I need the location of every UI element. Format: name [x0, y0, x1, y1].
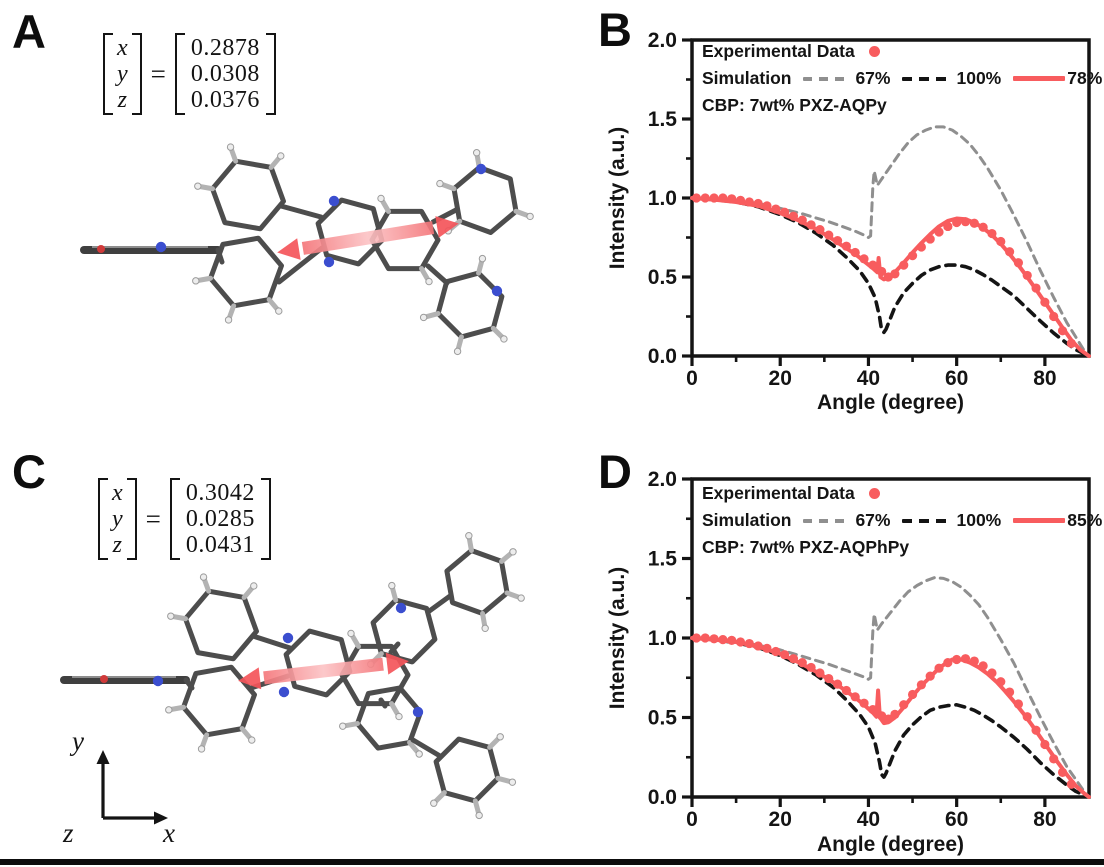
svg-text:0.0: 0.0 [648, 345, 677, 368]
svg-text:0: 0 [686, 808, 698, 831]
bracket-right [260, 478, 271, 560]
panel-label-c: C [12, 445, 46, 498]
vector-component-x: x [117, 34, 128, 61]
bracket-right [265, 33, 276, 115]
vector-value-x: 0.3042 [185, 479, 255, 506]
chart-d-plot: 0 20 40 60 80 0.0 0.5 1.0 1.5 2.0 Angle (degree) In… [606, 468, 1091, 856]
legend-100-label: 100% [956, 510, 1002, 530]
bracket-left [174, 33, 185, 115]
legend-85-label: 85% [1067, 510, 1103, 530]
vector-component-z: z [112, 531, 122, 558]
chart-b-plot: 0 20 40 60 80 0.0 0.5 1.0 1.5 2.0 Angle (degree) In… [606, 29, 1091, 414]
svg-text:40: 40 [857, 367, 880, 390]
svg-text:60: 60 [945, 808, 968, 831]
red-line-marker [1013, 518, 1066, 523]
svg-text:1.5: 1.5 [648, 548, 678, 571]
vector-value-x: 0.2878 [190, 34, 260, 61]
molecule-pxz-aqpy [80, 143, 534, 356]
vector-value-y: 0.0308 [190, 60, 260, 87]
svg-text:Angle (degree): Angle (degree) [817, 833, 964, 856]
molecule-pxz-aqphpy [60, 532, 525, 820]
axis-letter-z: z [63, 818, 74, 848]
dipole-vector-equation-c: x y z = 0.3042 0.0285 0.0431 [98, 478, 271, 560]
vector-component-z: z [117, 86, 127, 113]
vector-value-z: 0.0376 [190, 86, 260, 113]
equals-sign: = [145, 503, 161, 534]
legend-b: Experimental Data Simulation 67% 100% 78… [702, 38, 1102, 119]
vector-value-y: 0.0285 [185, 505, 255, 532]
red-dot-marker [868, 488, 880, 499]
panel-label-a: A [12, 5, 46, 58]
legend-simulation-label: Simulation [702, 68, 792, 88]
vector-component-y: y [117, 60, 128, 87]
legend-experimental-label: Experimental Data [702, 483, 855, 503]
vector-component-y: y [112, 505, 123, 532]
svg-text:Intensity (a.u.): Intensity (a.u.) [606, 127, 629, 269]
legend-100-label: 100% [956, 68, 1002, 88]
svg-text:0.5: 0.5 [648, 266, 678, 289]
black-dash-marker [902, 76, 949, 81]
svg-text:1.5: 1.5 [648, 108, 678, 131]
vector-value-z: 0.0431 [185, 531, 255, 558]
svg-text:0: 0 [686, 367, 698, 390]
svg-text:2.0: 2.0 [648, 29, 677, 52]
svg-text:40: 40 [857, 808, 880, 831]
black-dash-marker [902, 518, 949, 523]
panel-label-b: B [598, 3, 632, 56]
svg-text:80: 80 [1033, 808, 1056, 831]
panel-label-d: D [598, 445, 632, 498]
svg-text:Intensity (a.u.): Intensity (a.u.) [606, 567, 629, 709]
svg-text:60: 60 [945, 367, 968, 390]
red-dot-marker [868, 46, 880, 57]
bracket-right [126, 478, 137, 560]
svg-text:0.5: 0.5 [648, 707, 678, 730]
bracket-left [103, 33, 113, 115]
red-line-marker [1013, 76, 1066, 81]
svg-text:0.0: 0.0 [648, 786, 677, 809]
bracket-left [98, 478, 108, 560]
legend-simulation-label: Simulation [702, 510, 792, 530]
chart-d-title: CBP: 7wt% PXZ-AQPhPy [702, 537, 910, 557]
bracket-left [169, 478, 180, 560]
svg-text:2.0: 2.0 [648, 468, 677, 491]
equals-sign: = [150, 58, 166, 89]
legend-78-label: 78% [1067, 68, 1103, 88]
svg-text:Angle (degree): Angle (degree) [817, 391, 964, 414]
figure-bottom-rule [0, 859, 1104, 865]
svg-text:1.0: 1.0 [648, 187, 677, 210]
svg-text:80: 80 [1033, 367, 1056, 390]
dipole-vector-equation-a: x y z = 0.2878 0.0308 0.0376 [103, 33, 276, 115]
legend-d: Experimental Data Simulation 67% 100% 85… [702, 480, 1102, 561]
gray-dash-marker [803, 518, 848, 523]
svg-text:20: 20 [769, 367, 792, 390]
svg-text:20: 20 [769, 808, 792, 831]
legend-67-label: 67% [855, 510, 891, 530]
gray-dash-marker [803, 76, 848, 81]
vector-component-x: x [112, 479, 123, 506]
chart-b-title: CBP: 7wt% PXZ-AQPy [702, 95, 887, 115]
axis-letter-x: x [163, 818, 175, 848]
legend-67-label: 67% [855, 68, 891, 88]
bracket-right [131, 33, 142, 115]
xyz-axes-indicator [96, 750, 168, 825]
svg-text:1.0: 1.0 [648, 627, 677, 650]
axis-letter-y: y [72, 726, 84, 756]
legend-experimental-label: Experimental Data [702, 41, 855, 61]
